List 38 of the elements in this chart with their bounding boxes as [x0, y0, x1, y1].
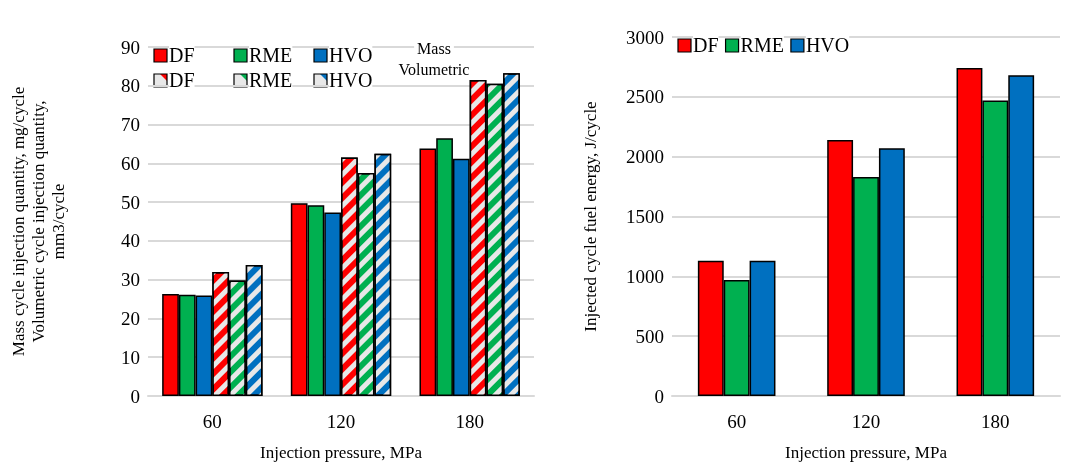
y-tick-label: 500 [635, 325, 664, 347]
legend-label: DF [169, 69, 195, 91]
y-tick-label: 70 [121, 114, 140, 136]
y-tick-label: 40 [121, 230, 140, 252]
y-axis-title: Injected cycle fuel energy, J/cycle [580, 101, 600, 332]
annotation: Mass [417, 39, 451, 57]
legend-label: HVO [805, 34, 850, 56]
x-tick-label: 60 [727, 411, 747, 432]
y-tick-label: 1000 [626, 265, 664, 287]
x-tick-label: 60 [202, 411, 222, 432]
y-tick-label: 2000 [626, 146, 664, 168]
y-tick-label: 50 [121, 191, 140, 213]
y-tick-label: 20 [121, 307, 140, 329]
y-tick-label: 80 [121, 75, 140, 97]
y-tick-label: 10 [121, 346, 140, 368]
x-tick-label: 180 [455, 411, 484, 432]
y-axis-title: Mass cycle injection quantity, mg/cycle Volumetric cycle injection quantity, mm3/cycle [8, 86, 68, 357]
legend-label: RME [249, 69, 293, 91]
x-tick-label: 120 [326, 411, 356, 432]
y-tick-label: 60 [121, 152, 140, 174]
x-tick-label: 180 [981, 411, 1010, 432]
x-axis-title: Injection pressure, MPa [260, 443, 423, 462]
y-tick-label: 2500 [626, 86, 664, 108]
legend-label: DF [693, 34, 719, 56]
y-tick-label: 90 [121, 36, 140, 58]
legend-label: DF [169, 44, 195, 66]
legend-label: HVO [329, 44, 373, 66]
legend-label: RME [249, 44, 293, 66]
x-tick-label: 120 [851, 411, 881, 432]
y-tick-label: 0 [654, 385, 664, 407]
y-tick-label: 30 [121, 269, 140, 291]
legend-label: HVO [329, 69, 373, 91]
y-tick-label: 0 [130, 385, 140, 407]
annotation: Volumetric [398, 60, 470, 78]
x-axis-title: Injection pressure, MPa [785, 443, 948, 462]
y-tick-label: 3000 [626, 26, 664, 48]
y-tick-label: 1500 [626, 206, 664, 227]
legend-label: RME [740, 34, 784, 56]
